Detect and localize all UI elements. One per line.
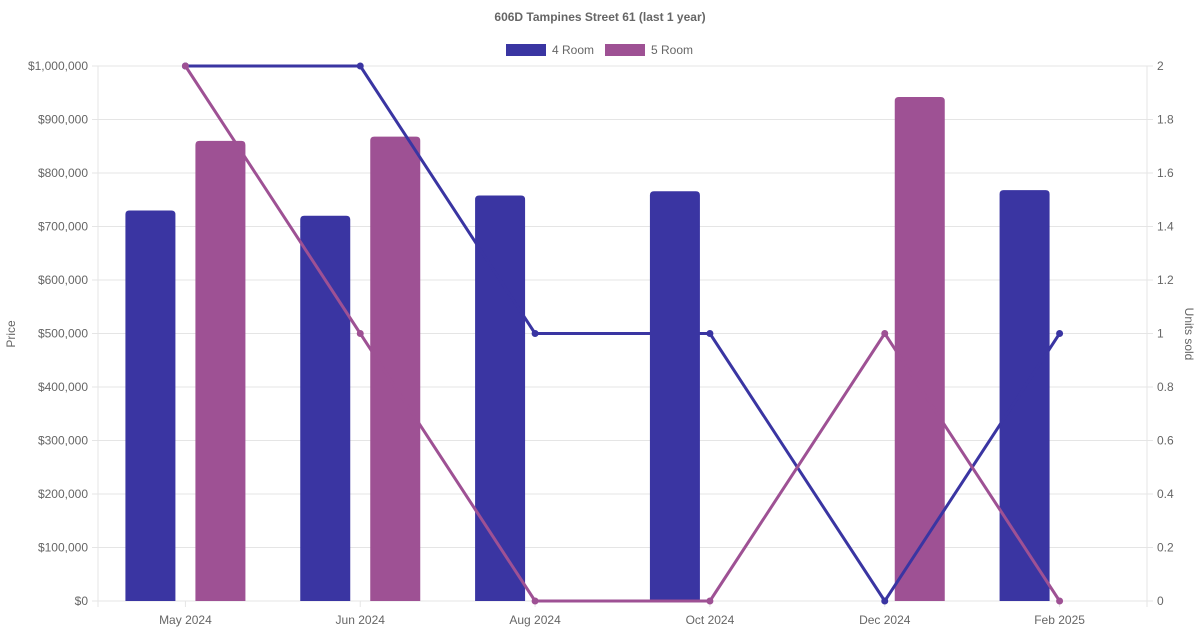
x-tick-label: Feb 2025 (1034, 613, 1085, 627)
y-left-tick-label: $800,000 (38, 166, 88, 180)
y-right-tick-label: 0.2 (1157, 541, 1174, 555)
y-axis-left-ticks: $0 $100,000 $200,000 $300,000 $400,000 $500,0… (28, 59, 88, 608)
point-5-room[interactable] (181, 62, 189, 70)
y-right-tick-label: 0.6 (1157, 434, 1174, 448)
bar-4-room[interactable] (300, 215, 351, 602)
y-right-tick-label: 0.8 (1157, 380, 1174, 394)
bar-4-room[interactable] (999, 190, 1050, 601)
y-right-tick-label: 1.6 (1157, 166, 1174, 180)
point-5-room[interactable] (1056, 597, 1064, 605)
y-left-tick-label: $600,000 (38, 273, 88, 287)
gridlines (92, 65, 1153, 607)
chart-title: 606D Tampines Street 61 (last 1 year) (494, 10, 705, 24)
y-right-tick-label: 0.4 (1157, 487, 1174, 501)
legend-label-5-room[interactable]: 5 Room (651, 43, 693, 57)
bar-5-room[interactable] (370, 136, 421, 601)
line-4-room-units-sold (185, 64, 1061, 603)
point-4-room[interactable] (1056, 330, 1064, 337)
lines (181, 62, 1064, 605)
bar-4-room[interactable] (125, 210, 176, 601)
point-4-room[interactable] (706, 330, 714, 337)
legend-label-4-room[interactable]: 4 Room (552, 43, 594, 57)
point-4-room[interactable] (531, 330, 539, 337)
y-left-tick-label: $0 (75, 594, 89, 608)
x-axis-ticks: May 2024 Jun 2024 Aug 2024 Oct 2024 Dec 2024… (159, 613, 1085, 627)
bar-5-room[interactable] (894, 97, 945, 601)
y-left-tick-label: $200,000 (38, 487, 88, 501)
bar-5-room[interactable] (195, 140, 246, 601)
line-5-room-units-sold (184, 65, 1061, 603)
y-right-tick-label: 1 (1157, 327, 1164, 341)
x-tick-label: Jun 2024 (336, 613, 386, 627)
y-axis-left-title: Price (4, 320, 18, 348)
bars (125, 97, 1050, 602)
y-axis-right-title: Units sold (1182, 308, 1196, 361)
bar-4-room[interactable] (475, 195, 526, 601)
y-left-tick-label: $100,000 (38, 541, 88, 555)
bar-4-room[interactable] (649, 191, 700, 601)
x-tick-label: May 2024 (159, 613, 212, 627)
point-4-room[interactable] (356, 62, 364, 70)
y-left-tick-label: $700,000 (38, 220, 88, 234)
y-right-tick-label: 1.2 (1157, 273, 1174, 287)
y-right-tick-label: 1.4 (1157, 220, 1174, 234)
y-left-tick-label: $400,000 (38, 380, 88, 394)
x-tick-label: Oct 2024 (686, 613, 735, 627)
x-tick-label: Aug 2024 (509, 613, 561, 627)
point-5-room[interactable] (706, 597, 714, 605)
y-axis-right-ticks: 0 0.2 0.4 0.6 0.8 1 1.2 1.4 1.6 1.8 2 (1157, 59, 1174, 608)
y-left-tick-label: $1,000,000 (28, 59, 88, 73)
y-left-tick-label: $500,000 (38, 327, 88, 341)
y-right-tick-label: 2 (1157, 59, 1164, 73)
x-tick-label: Dec 2024 (859, 613, 911, 627)
point-5-room[interactable] (531, 597, 539, 605)
y-right-tick-label: 1.8 (1157, 113, 1174, 127)
point-4-room[interactable] (881, 597, 889, 605)
point-5-room[interactable] (881, 330, 889, 337)
y-left-tick-label: $900,000 (38, 113, 88, 127)
legend-swatch-4-room (506, 44, 546, 56)
point-5-room[interactable] (356, 330, 364, 337)
legend-swatch-5-room (605, 44, 645, 56)
y-right-tick-label: 0 (1157, 594, 1164, 608)
legend[interactable]: 4 Room 5 Room (506, 43, 693, 57)
y-left-tick-label: $300,000 (38, 434, 88, 448)
